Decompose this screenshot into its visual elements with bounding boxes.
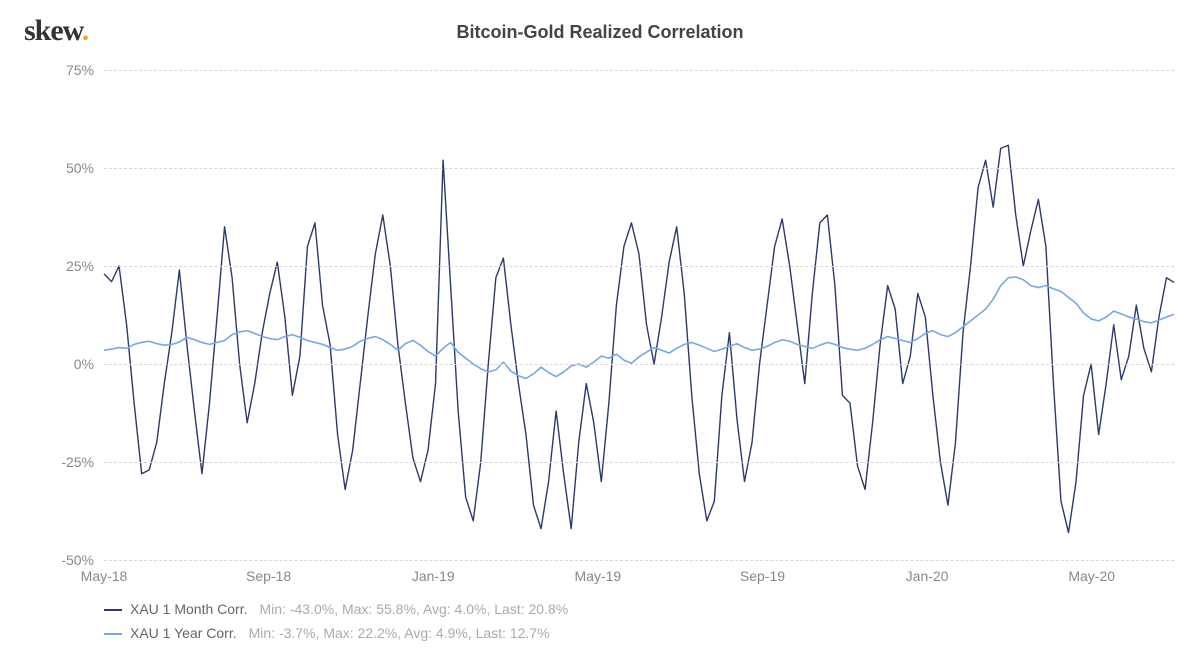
x-axis-label: May-18: [81, 568, 128, 584]
y-axis-label: 0%: [34, 356, 94, 372]
legend-series-name: XAU 1 Year Corr.: [130, 622, 237, 646]
legend-row-xau_1m: XAU 1 Month Corr. Min: -43.0%, Max: 55.8%…: [104, 598, 568, 622]
y-axis-label: 50%: [34, 160, 94, 176]
gridline: [104, 70, 1174, 71]
series-xau_1m: [104, 145, 1174, 532]
legend: XAU 1 Month Corr. Min: -43.0%, Max: 55.8%…: [104, 598, 568, 646]
x-axis-label: May-20: [1068, 568, 1115, 584]
gridline: [104, 560, 1174, 561]
plot-area: [104, 70, 1174, 560]
y-axis-label: -50%: [34, 552, 94, 568]
legend-series-name: XAU 1 Month Corr.: [130, 598, 248, 622]
x-axis-label: May-19: [575, 568, 622, 584]
gridline: [104, 462, 1174, 463]
x-axis-label: Sep-18: [246, 568, 291, 584]
line-svg: [104, 70, 1174, 560]
x-axis-label: Jan-19: [412, 568, 455, 584]
y-axis-label: 75%: [34, 62, 94, 78]
legend-swatch: [104, 633, 122, 635]
legend-swatch: [104, 609, 122, 611]
gridline: [104, 266, 1174, 267]
gridline: [104, 364, 1174, 365]
chart-title: Bitcoin-Gold Realized Correlation: [0, 22, 1200, 43]
gridline: [104, 168, 1174, 169]
x-axis-label: Sep-19: [740, 568, 785, 584]
y-axis-label: 25%: [34, 258, 94, 274]
legend-series-stats: Min: -3.7%, Max: 22.2%, Avg: 4.9%, Last:…: [249, 622, 550, 646]
x-axis-label: Jan-20: [906, 568, 949, 584]
chart-container: skew. Bitcoin-Gold Realized Correlation …: [0, 0, 1200, 670]
legend-row-xau_1y: XAU 1 Year Corr. Min: -3.7%, Max: 22.2%, …: [104, 622, 568, 646]
legend-series-stats: Min: -43.0%, Max: 55.8%, Avg: 4.0%, Last…: [260, 598, 569, 622]
y-axis-label: -25%: [34, 454, 94, 470]
